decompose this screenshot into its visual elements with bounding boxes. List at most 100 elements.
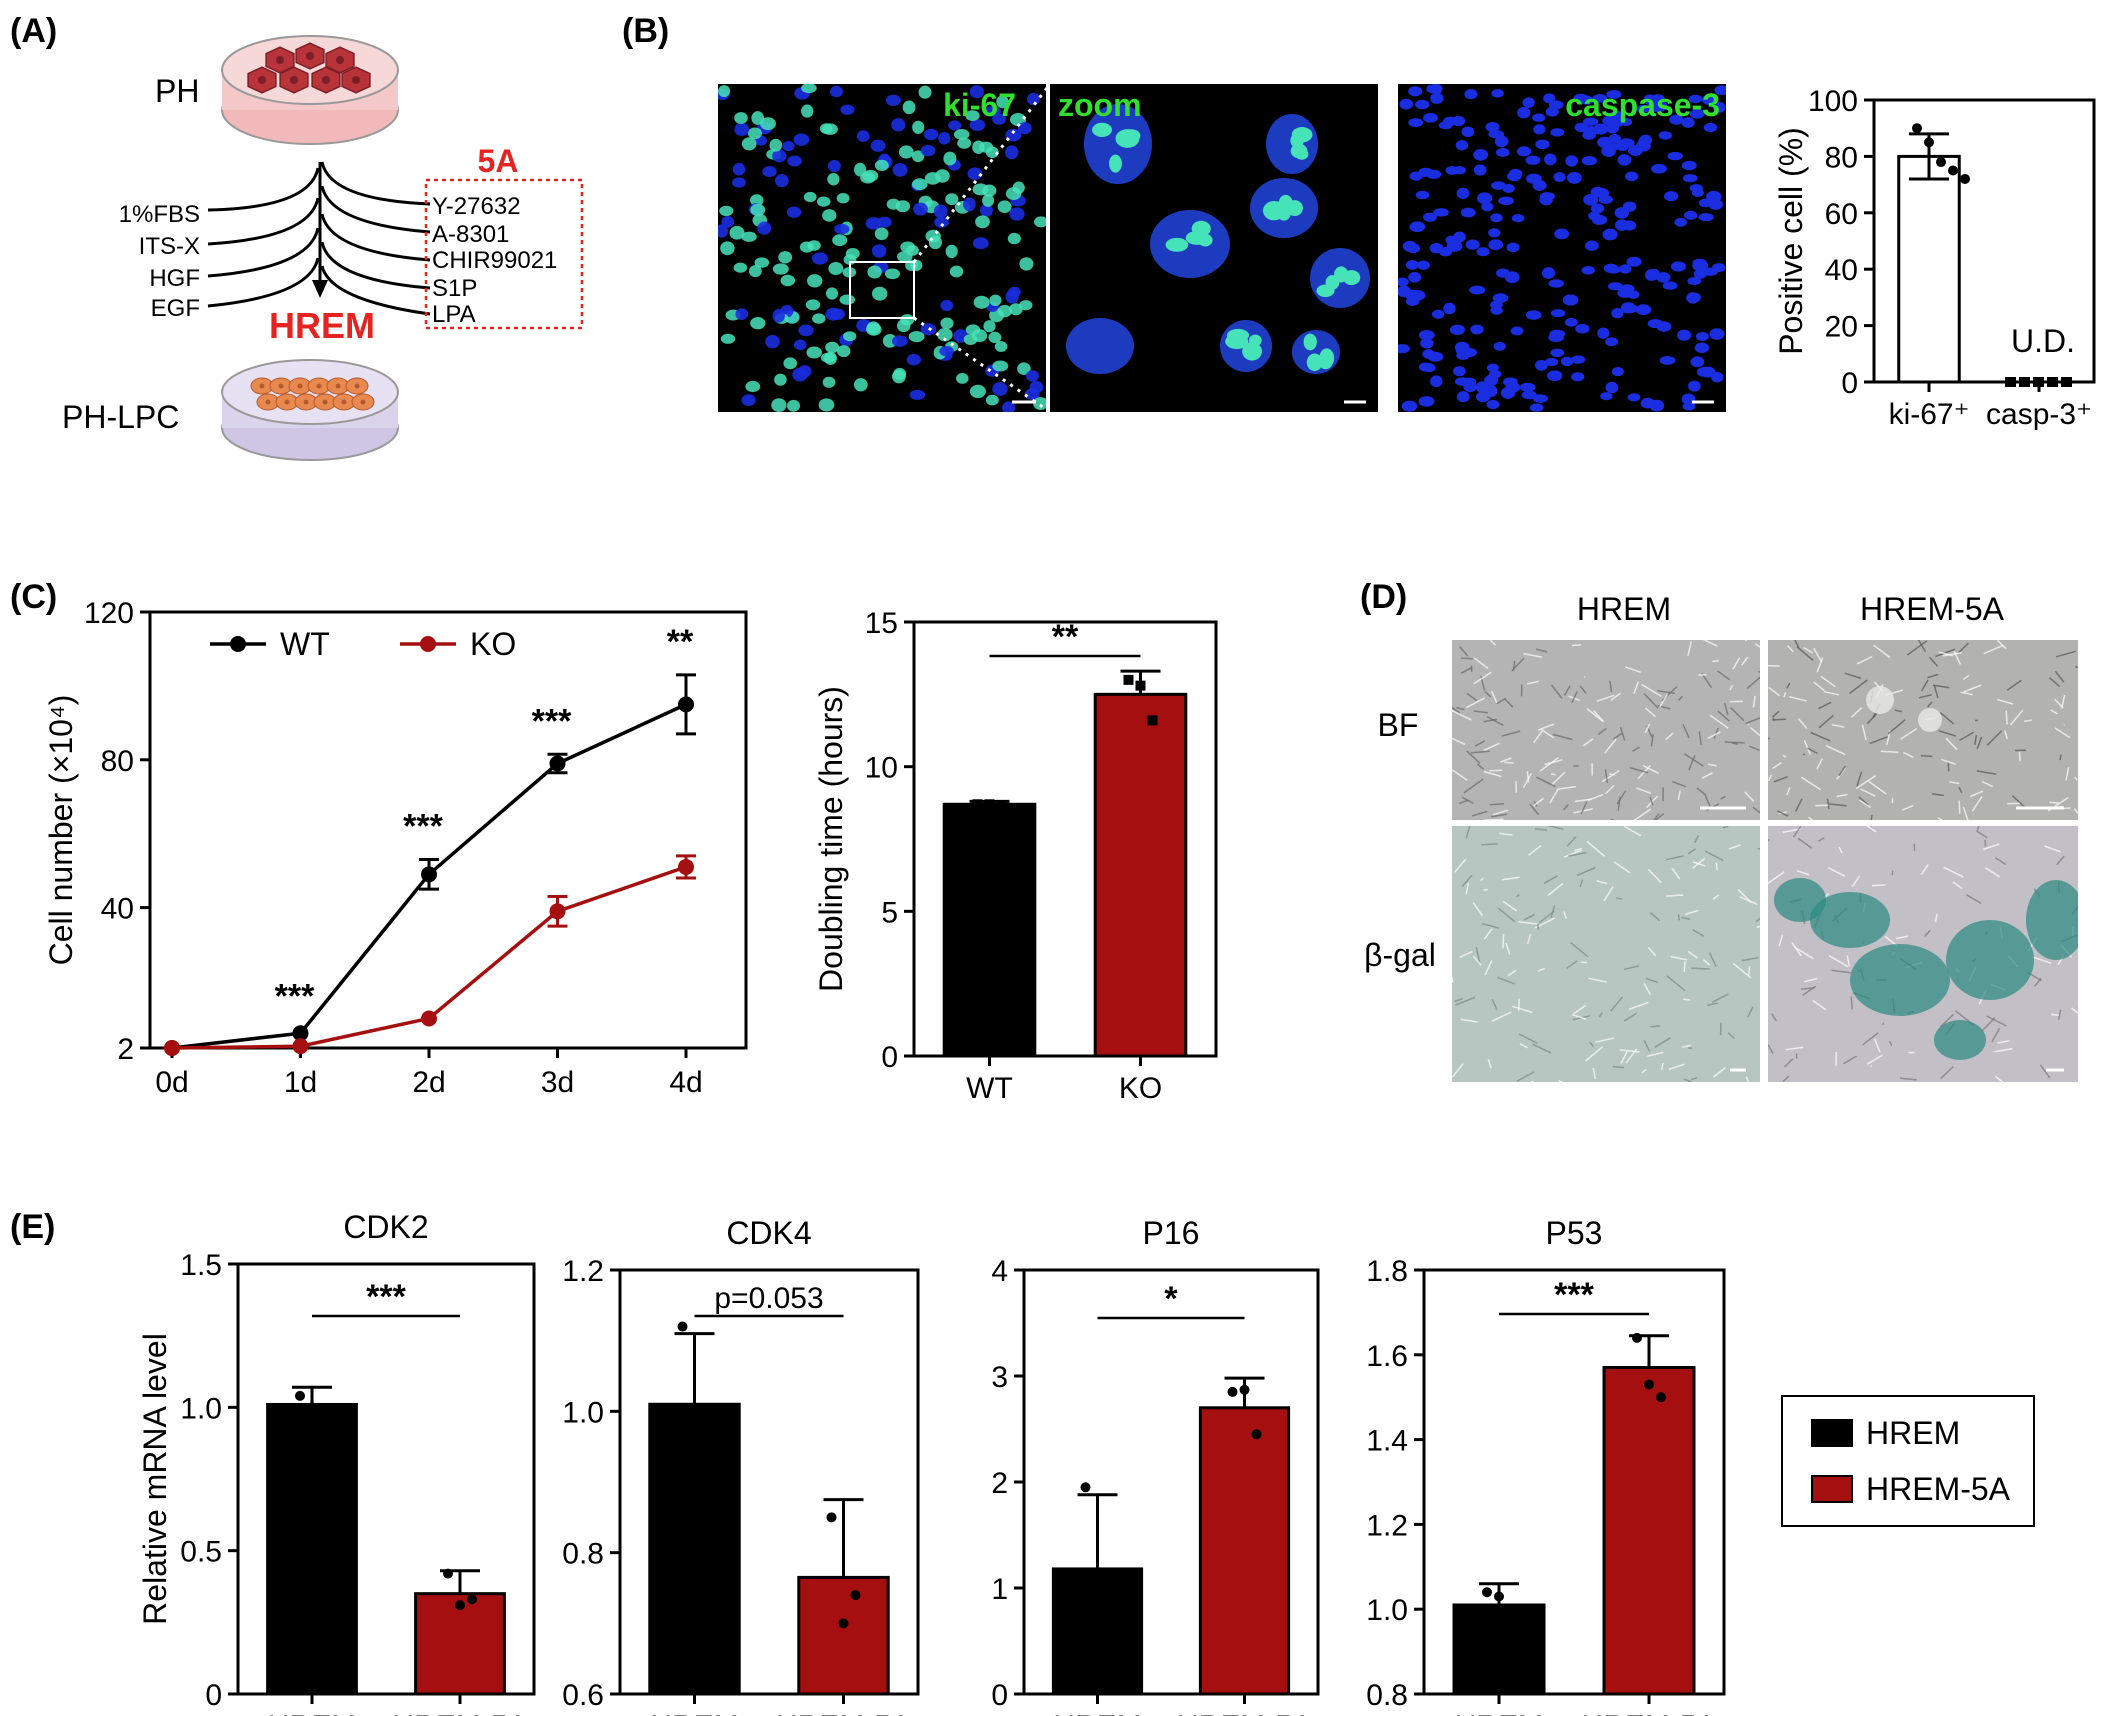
legend-label-hrem: HREM [1866,1415,1960,1451]
nucleus [1476,247,1490,257]
y-tick-label: 0.6 [562,1679,604,1712]
texture-stroke [2056,855,2065,866]
texture-stroke [1702,640,1718,647]
data-point [972,799,983,810]
texture-stroke [1491,1011,1512,1022]
texture-stroke [1772,761,1782,770]
nucleus [745,380,761,393]
texture-stroke [1732,962,1752,979]
texture-stroke [1888,1040,1893,1047]
hepatocyte-nucleus [322,76,330,84]
lpc-nucleus [322,399,328,405]
nucleus [1481,202,1494,212]
hepatocyte-nucleus [290,76,298,84]
nucleus [1423,112,1438,123]
texture-stroke [1976,826,1980,831]
texture-stroke [1722,826,1729,829]
nucleus [1462,377,1477,387]
texture-stroke [1865,826,1877,833]
nucleus [1492,293,1509,303]
texture-stroke [1873,644,1891,659]
x-tick-label: ki-67⁺ [1889,398,1970,431]
texture-stroke [2004,730,2008,740]
nucleus [1593,123,1609,135]
texture-stroke [1706,1002,1718,1007]
texture-stroke [1723,702,1729,716]
nucleus [798,324,814,337]
data-point [1644,1379,1654,1390]
nucleus [937,328,953,342]
nucleus [1415,99,1430,110]
5a-title: 5A [478,143,519,179]
nucleus [983,320,996,333]
nucleus [969,85,984,99]
texture-stroke [1807,747,1818,755]
nucleus [1451,115,1466,127]
nucleus [1543,93,1556,104]
texture-stroke [1757,847,1760,850]
panel-c-label: (C) [10,578,57,616]
texture-stroke [1768,1044,1774,1054]
nucleus [793,339,807,351]
texture-stroke [1701,772,1713,779]
texture-stroke [1812,999,1827,1011]
panel-a-label: (A) [10,12,57,50]
texture-stroke [1480,877,1484,881]
y-tick-label: 0 [205,1679,222,1712]
plot-frame [1872,98,2096,384]
x-tick-label: 3d [541,1066,574,1099]
texture-stroke [1698,731,1703,746]
nucleus [886,198,901,210]
texture-stroke [1576,866,1596,877]
plot-frame [236,1262,536,1696]
nucleus [1416,260,1430,270]
nucleus [1002,401,1016,412]
nucleus [1617,154,1632,166]
texture-stroke [1856,771,1863,787]
texture-stroke [1533,797,1544,807]
texture-stroke [1527,680,1539,685]
texture-stroke [1489,640,1497,646]
texture-stroke [1579,685,1587,694]
nucleus [1429,84,1443,95]
texture-stroke [1604,784,1615,795]
y-tick-label: 2 [117,1033,134,1066]
texture-stroke [1754,643,1760,648]
texture-stroke [1650,1025,1661,1028]
nucleus [1533,124,1546,135]
texture-stroke [1683,998,1691,1001]
nucleus [1005,128,1022,142]
nucleus [733,262,748,273]
panel-d-label: (D) [1360,578,1407,616]
texture-stroke [1871,884,1886,887]
nucleus [1695,331,1710,342]
texture-stroke [2048,677,2061,688]
texture-stroke [1628,1001,1649,1011]
nucleus [935,169,950,183]
nucleus [1017,362,1031,375]
texture-stroke [1929,656,1939,667]
nucleus [778,251,793,264]
texture-stroke [1962,806,1969,820]
nucleus [1545,357,1559,367]
texture-stroke [1983,644,2004,655]
nucleus [985,146,999,159]
texture-stroke [1619,1049,1640,1053]
nucleus [1635,140,1651,152]
texture-stroke [1786,787,1791,796]
texture-stroke [1788,695,1807,702]
nucleus [1627,393,1641,402]
legend-box [1781,1395,2035,1527]
nucleus [1619,264,1632,274]
nucleus [1605,337,1619,347]
x-tick-label: HREM-5A [1581,1710,1716,1716]
zoom-line-top [912,83,1052,263]
nucleus [1519,382,1536,392]
nucleus [1488,239,1504,251]
texture-stroke [1597,727,1607,736]
texture-stroke [1745,1076,1750,1082]
nucleus [1544,153,1557,166]
texture-stroke [1996,640,2007,650]
bar [1897,154,1961,384]
nucleus [1408,272,1422,283]
